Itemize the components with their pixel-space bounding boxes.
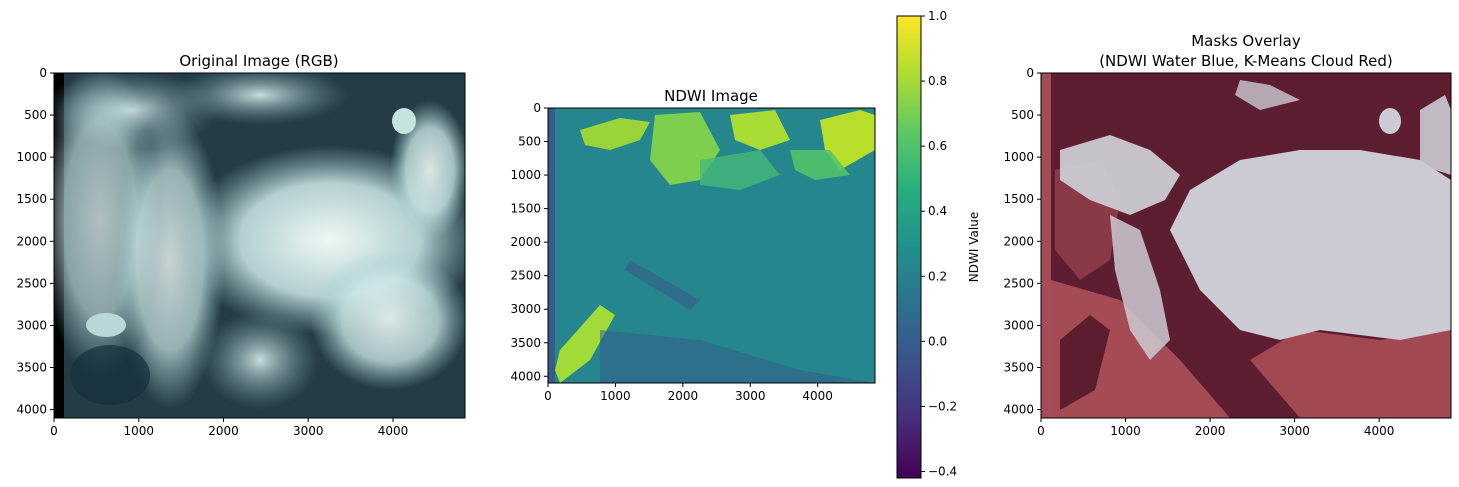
- ndwi-ytick-label: 2000: [510, 235, 541, 249]
- overlay-ytick-label: 3000: [1003, 318, 1034, 332]
- colorbar-tick-label: 0.6: [928, 139, 947, 153]
- original-xtick-label: 4000: [378, 424, 409, 438]
- colorbar-ticks: 1.0 0.8 0.6 0.4 0.2 0.0 −0.2 −0.4: [921, 9, 957, 478]
- colorbar-gradient: [896, 15, 922, 479]
- ndwi-xtick-label: 1000: [600, 389, 631, 403]
- original-ytick-label: 1000: [16, 150, 47, 164]
- overlay-ytick-label: 4000: [1003, 403, 1034, 417]
- original-image-axes: 0 1000 2000 3000 400005001000150020002500300…: [16, 66, 408, 438]
- original-rgb-image: [54, 73, 465, 418]
- overlay-ytick-label: 1500: [1003, 192, 1034, 206]
- original-image-panel: Original Image (RGB) 0 1000 2000 3000 400005…: [16, 52, 466, 438]
- panel-title-overlay-line2: (NDWI Water Blue, K-Means Cloud Red): [1099, 52, 1393, 70]
- ndwi-ytick-label: 2500: [510, 269, 541, 283]
- overlay-ytick-label: 2500: [1003, 276, 1034, 290]
- ndwi-heatmap-image: [548, 108, 875, 383]
- original-ytick-label: 2500: [16, 276, 47, 290]
- original-ytick-label: 4000: [16, 403, 47, 417]
- panel-title-original: Original Image (RGB): [179, 52, 338, 70]
- overlay-ytick-label: 2000: [1003, 234, 1034, 248]
- original-ytick-label: 1500: [16, 192, 47, 206]
- ndwi-colorbar: 1.0 0.8 0.6 0.4 0.2 0.0 −0.2 −0.4 NDWI Value: [896, 9, 981, 479]
- overlay-xtick-label: 0: [1037, 424, 1045, 438]
- ndwi-ytick-label: 3500: [510, 336, 541, 350]
- ndwi-ytick-label: 500: [518, 135, 541, 149]
- masks-overlay-panel: Masks Overlay (NDWI Water Blue, K-Means …: [1003, 32, 1452, 438]
- overlay-xtick-label: 4000: [1364, 424, 1395, 438]
- colorbar-tick-label: 0.2: [928, 269, 947, 283]
- original-xtick-label: 0: [50, 424, 58, 438]
- ndwi-ytick-label: 0: [533, 101, 541, 115]
- ndwi-image-panel: NDWI Image 0 1000 2000 3000 4000050010001500…: [510, 87, 876, 403]
- overlay-xtick-label: 3000: [1279, 424, 1310, 438]
- original-xtick-label: 1000: [123, 424, 154, 438]
- ndwi-ytick-label: 1000: [510, 168, 541, 182]
- original-ytick-label: 3500: [16, 361, 47, 375]
- overlay-xtick-label: 1000: [1110, 424, 1141, 438]
- original-ytick-label: 0: [39, 66, 47, 80]
- colorbar-tick-label: 1.0: [928, 9, 947, 23]
- overlay-ytick-label: 1000: [1003, 150, 1034, 164]
- masks-overlay-image: [1041, 73, 1451, 418]
- original-ytick-label: 2000: [16, 234, 47, 248]
- original-xtick-label: 3000: [293, 424, 324, 438]
- ndwi-ytick-label: 4000: [510, 369, 541, 383]
- original-xtick-label: 2000: [208, 424, 239, 438]
- ndwi-xtick-label: 4000: [802, 389, 833, 403]
- ndwi-xtick-label: 3000: [735, 389, 766, 403]
- panel-title-ndwi: NDWI Image: [664, 87, 758, 105]
- ndwi-ytick-label: 1500: [510, 202, 541, 216]
- ndwi-xtick-label: 0: [544, 389, 552, 403]
- colorbar-tick-label: −0.4: [928, 464, 957, 478]
- original-ytick-label: 3000: [16, 318, 47, 332]
- ndwi-xtick-label: 2000: [668, 389, 699, 403]
- overlay-xtick-label: 2000: [1195, 424, 1226, 438]
- colorbar-tick-label: 0.0: [928, 334, 947, 348]
- colorbar-tick-label: 0.8: [928, 74, 947, 88]
- panel-title-overlay-line1: Masks Overlay: [1191, 32, 1301, 50]
- overlay-ytick-label: 0: [1026, 66, 1034, 80]
- original-ytick-label: 500: [24, 108, 47, 122]
- colorbar-tick-label: 0.4: [928, 204, 947, 218]
- overlay-ytick-label: 500: [1011, 108, 1034, 122]
- colorbar-label: NDWI Value: [967, 212, 981, 282]
- masks-overlay-axes: 0 1000 2000 3000 400005001000150020002500300…: [1003, 66, 1394, 438]
- overlay-ytick-label: 3500: [1003, 361, 1034, 375]
- ndwi-image-axes: 0 1000 2000 3000 400005001000150020002500300…: [510, 101, 833, 403]
- ndwi-ytick-label: 3000: [510, 302, 541, 316]
- colorbar-tick-label: −0.2: [928, 399, 957, 413]
